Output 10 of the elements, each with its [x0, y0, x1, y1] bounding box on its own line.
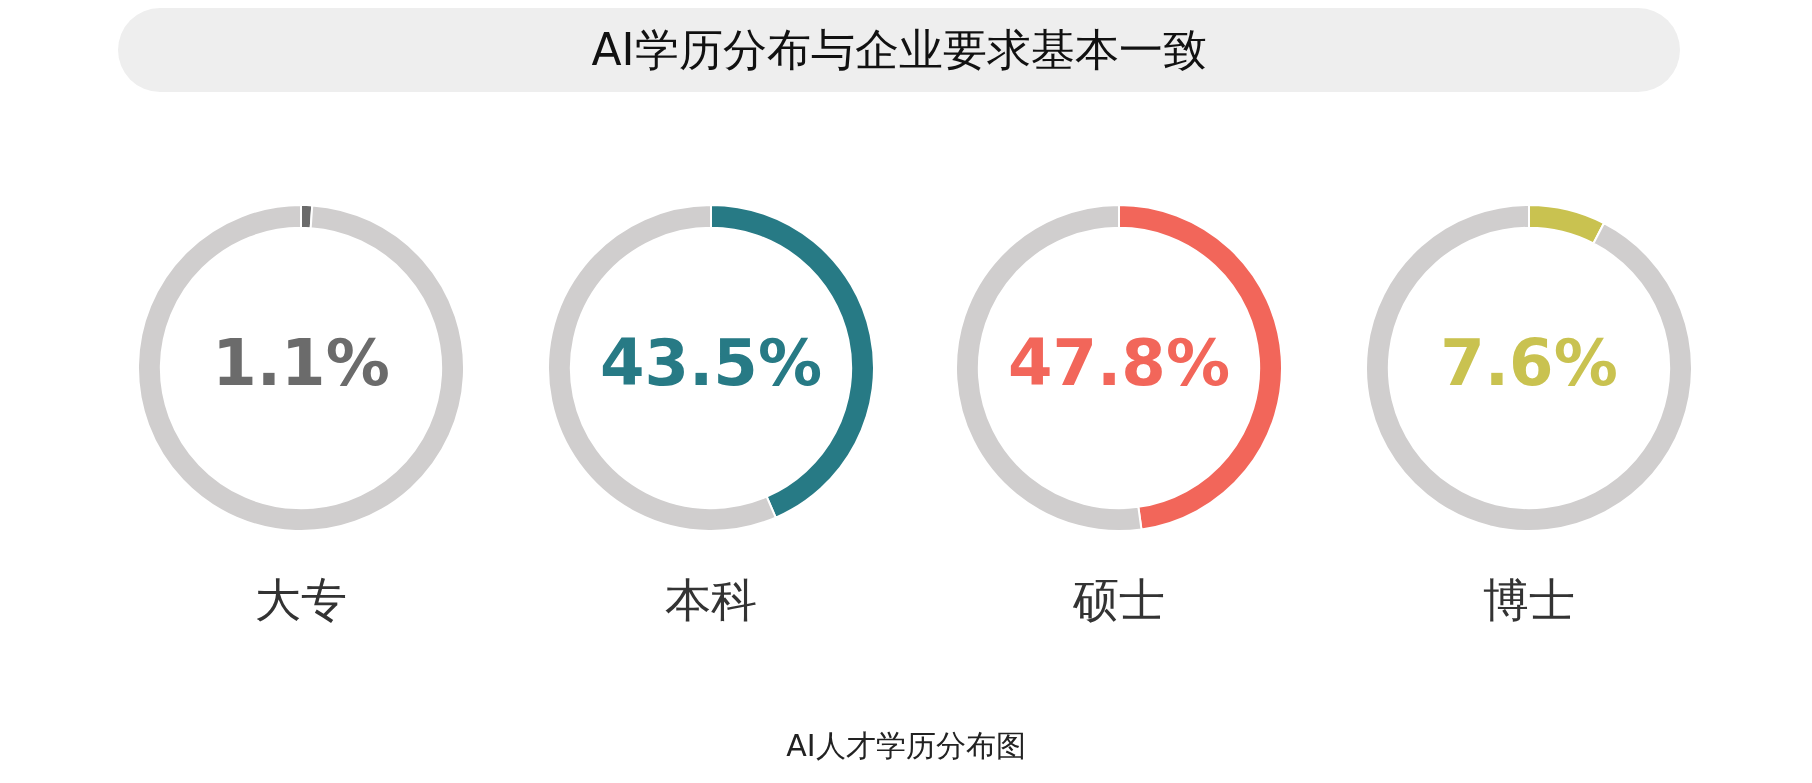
data-label: 1.1%	[212, 325, 390, 400]
text: 本科	[664, 572, 758, 629]
text: 大专	[254, 572, 348, 629]
text: 硕士	[1072, 572, 1166, 629]
data-label: 47.8%	[1007, 325, 1231, 400]
data-label: 43.5%	[599, 325, 823, 400]
text: AI学历分布与企业要求基本一致	[118, 8, 1680, 92]
data-label: 7.6%	[1440, 325, 1618, 400]
text: 博士	[1482, 572, 1576, 629]
text: AI人才学历分布图	[785, 727, 1027, 765]
